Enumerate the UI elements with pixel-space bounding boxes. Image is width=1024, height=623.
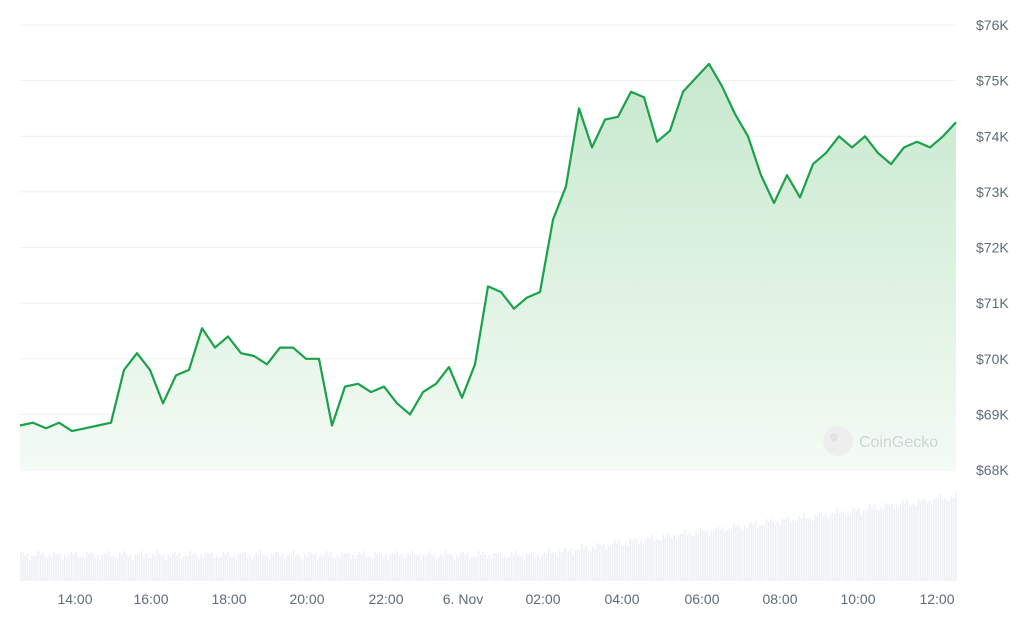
x-tick-label: 14:00 (57, 591, 92, 607)
y-tick-label: $76K (976, 17, 1009, 33)
x-tick-label: 04:00 (604, 591, 639, 607)
volume-bars (20, 492, 957, 581)
y-tick-label: $69K (976, 406, 1009, 422)
price-line (19, 62, 957, 433)
x-tick-label: 18:00 (211, 591, 246, 607)
y-tick-label: $70K (976, 351, 1009, 367)
price-area (20, 63, 956, 471)
coingecko-logo-icon (823, 426, 853, 456)
y-tick-label: $73K (976, 184, 1009, 200)
coingecko-watermark: CoinGecko (823, 426, 938, 456)
y-tick-label: $71K (976, 295, 1009, 311)
x-tick-label: 22:00 (368, 591, 403, 607)
x-tick-label: 12:00 (919, 591, 954, 607)
y-axis-labels: $68K $69K $70K $71K $72K $73K $74K $75K $76K (976, 17, 1009, 478)
y-tick-label: $72K (976, 240, 1009, 256)
x-tick-label: 10:00 (840, 591, 875, 607)
x-tick-label: 06:00 (684, 591, 719, 607)
y-tick-label: $68K (976, 462, 1009, 478)
watermark-text: CoinGecko (859, 434, 938, 451)
x-axis-labels: 14:00 16:00 18:00 20:00 22:00 6. Nov 02:00 04:0… (57, 591, 954, 607)
x-tick-label: 6. Nov (443, 591, 483, 607)
y-tick-label: $75K (976, 73, 1009, 89)
x-tick-label: 02:00 (525, 591, 560, 607)
x-tick-label: 20:00 (289, 591, 324, 607)
y-tick-label: $74K (976, 128, 1009, 144)
x-tick-label: 16:00 (133, 591, 168, 607)
x-tick-label: 08:00 (762, 591, 797, 607)
